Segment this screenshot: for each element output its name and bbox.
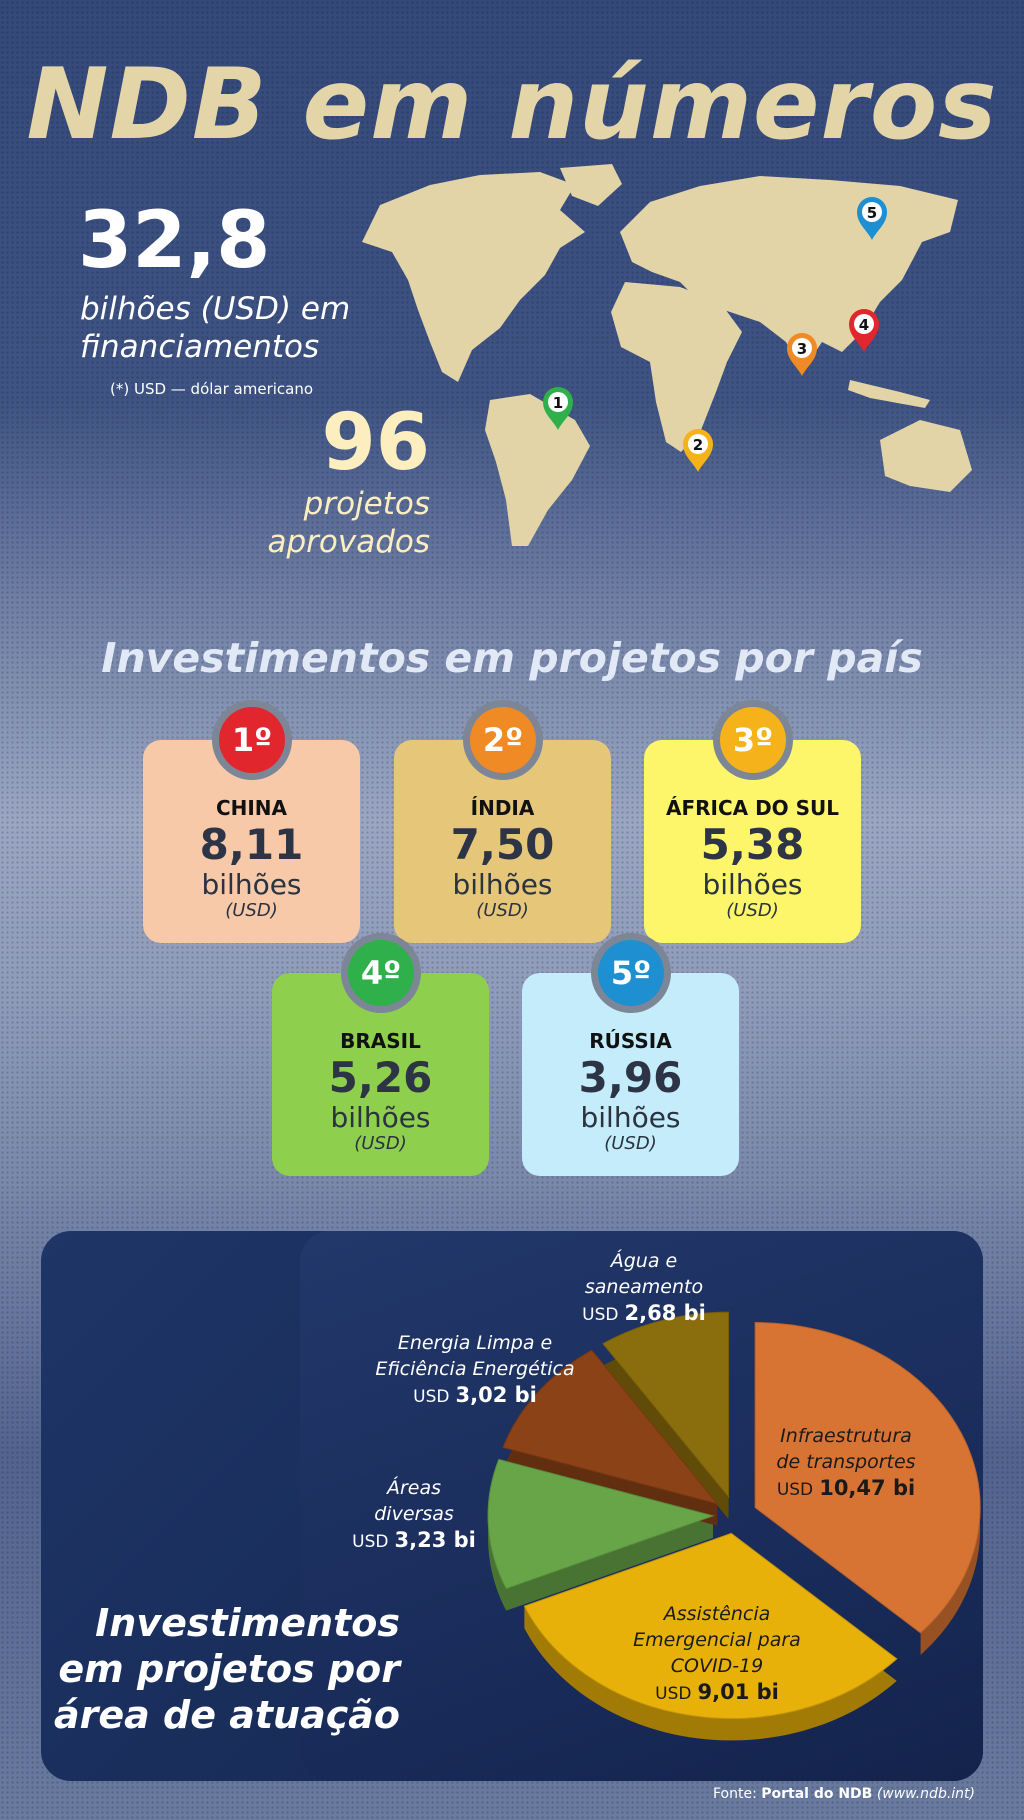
slice-label: Assistência Emergencial para COVID-19	[633, 1603, 801, 1677]
projects-line-1: projetos	[303, 486, 430, 522]
slice-value: 10,47 bi	[819, 1476, 916, 1500]
svg-text:1: 1	[553, 394, 563, 412]
slice-value: 2,68 bi	[624, 1301, 706, 1325]
chart-title: Investimentos em projetos por área de at…	[40, 1600, 400, 1738]
country-value: 5,38	[700, 820, 805, 869]
rank: 4º	[348, 940, 414, 1006]
country-unit: bilhões	[702, 868, 803, 901]
world-map: 1 2 3 4 5	[362, 164, 972, 546]
rank-badge: 2º	[463, 700, 543, 780]
source-prefix: Fonte:	[712, 1786, 757, 1802]
slice-label: Áreas diversas	[374, 1477, 454, 1525]
country-value: 5,26	[328, 1053, 433, 1102]
projects-value: 96	[321, 398, 430, 488]
currency: USD	[413, 1387, 450, 1407]
label-energia: Energia Limpa e Eficiência Energética US…	[345, 1330, 605, 1410]
rank: 3º	[720, 707, 786, 773]
pie-slice	[502, 1349, 719, 1505]
label-agua: Água e saneamento USD 2,68 bi	[514, 1248, 774, 1328]
financing-value: 32,8	[78, 196, 271, 286]
projects-line-2: aprovados	[267, 524, 430, 560]
source-note: Fonte: Portal do NDB (www.ndb.int)	[713, 1786, 975, 1802]
currency: USD	[776, 1480, 814, 1500]
financing-line-2: financiamentos	[80, 329, 320, 365]
rank-badge: 4º	[341, 933, 421, 1013]
country-unit: bilhões	[330, 1101, 431, 1134]
country-unit: bilhões	[201, 868, 302, 901]
pie-slice	[523, 1532, 898, 1719]
slice-label: Energia Limpa e Eficiência Energética	[375, 1332, 575, 1380]
source-url: (www.ndb.int)	[876, 1786, 975, 1802]
pie-slice-side	[488, 1459, 714, 1611]
country-card: 2º ÍNDIA 7,50 bilhões (USD)	[394, 700, 611, 943]
country-name: ÁFRICA DO SUL	[665, 796, 840, 820]
greenland	[560, 164, 622, 206]
country-value: 3,96	[578, 1053, 683, 1102]
country-currency: (USD)	[225, 900, 278, 921]
financing-line-1: bilhões (USD) em	[80, 291, 351, 327]
country-currency: (USD)	[476, 900, 529, 921]
country-currency: (USD)	[726, 900, 779, 921]
pie-slice	[754, 1321, 981, 1634]
projects-label: projetos aprovados	[180, 485, 430, 561]
country-unit: bilhões	[452, 868, 553, 901]
slice-label: Infraestrutura de transportes	[776, 1425, 916, 1473]
country-name: RÚSSIA	[589, 1029, 672, 1053]
country-name: ÍNDIA	[470, 796, 535, 820]
rank: 2º	[470, 707, 536, 773]
svg-text:4: 4	[859, 316, 869, 334]
slice-value: 3,23 bi	[394, 1528, 476, 1552]
map-pin-1: 1	[543, 387, 573, 430]
chart-title-line: área de atuação	[53, 1693, 400, 1737]
rank-badge: 1º	[212, 700, 292, 780]
label-infra: Infraestrutura de transportes USD 10,47 …	[716, 1423, 976, 1503]
label-areas: Áreas diversas USD 3,23 bi	[284, 1475, 544, 1555]
country-name: BRASIL	[340, 1029, 421, 1053]
country-value: 7,50	[450, 820, 555, 869]
pie-slice	[602, 1311, 730, 1499]
australia	[880, 420, 972, 492]
source-name: Portal do NDB	[761, 1786, 873, 1802]
slice-value: 9,01 bi	[697, 1680, 779, 1704]
chart-title-line: em projetos por	[58, 1647, 400, 1691]
country-card: 1º CHINA 8,11 bilhões (USD)	[143, 700, 360, 943]
north-america	[362, 172, 585, 382]
country-card: 5º RÚSSIA 3,96 bilhões (USD)	[522, 933, 739, 1176]
map-pin-4: 4	[849, 309, 879, 352]
rank-badge: 3º	[713, 700, 793, 780]
map-pin-3: 3	[787, 333, 817, 376]
chart-title-line: Investimentos	[95, 1601, 400, 1645]
financing-label: bilhões (USD) em financiamentos	[80, 290, 350, 366]
rank: 1º	[219, 707, 285, 773]
south-america	[485, 394, 590, 546]
label-covid: Assistência Emergencial para COVID-19 US…	[587, 1601, 847, 1707]
countries-heading: Investimentos em projetos por país	[101, 634, 923, 682]
currency: USD	[655, 1684, 692, 1704]
country-card: 4º BRASIL 5,26 bilhões (USD)	[272, 933, 489, 1176]
indonesia	[848, 380, 930, 408]
country-value: 8,11	[199, 820, 304, 869]
country-currency: (USD)	[604, 1133, 657, 1154]
country-currency: (USD)	[354, 1133, 407, 1154]
usd-footnote: (*) USD — dólar americano	[110, 380, 314, 398]
svg-text:3: 3	[797, 340, 807, 358]
map-pin-2: 2	[683, 429, 713, 472]
currency: USD	[352, 1532, 389, 1552]
rank-badge: 5º	[591, 933, 671, 1013]
slice-value: 3,02 bi	[455, 1383, 537, 1407]
country-name: CHINA	[215, 796, 288, 820]
rank: 5º	[598, 940, 664, 1006]
page-title: NDB em números	[26, 48, 998, 162]
currency: USD	[582, 1305, 619, 1325]
map-pin-5: 5	[857, 197, 887, 240]
country-unit: bilhões	[580, 1101, 681, 1134]
pie-slice	[487, 1458, 715, 1590]
slice-label: Água e saneamento	[584, 1250, 704, 1298]
africa	[611, 282, 742, 452]
svg-text:5: 5	[867, 204, 877, 222]
pie-slice-side	[602, 1312, 729, 1520]
svg-text:2: 2	[693, 436, 703, 454]
country-card: 3º ÁFRICA DO SUL 5,38 bilhões (USD)	[644, 700, 861, 943]
